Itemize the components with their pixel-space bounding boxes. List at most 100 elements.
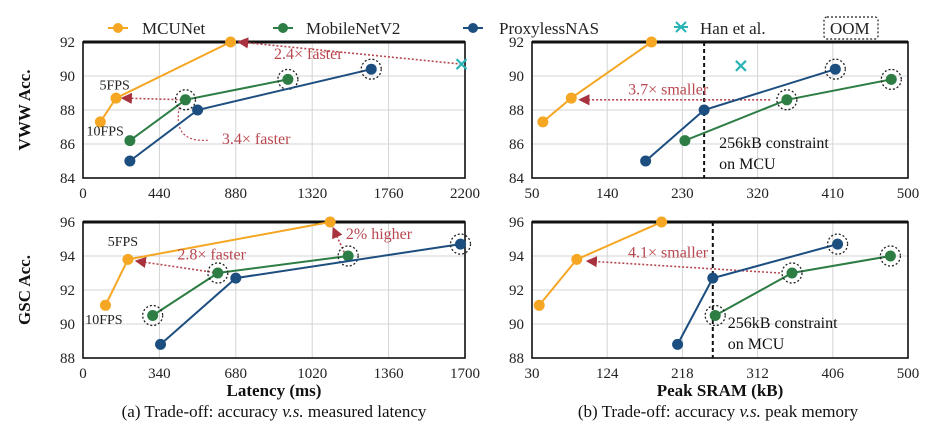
legend-label-mobilenetv2: MobileNetV2 [306,19,400,38]
mcunet-marker-icon [113,23,123,33]
data-point [365,63,377,75]
x-tick-label: 0 [79,366,87,382]
data-point [537,116,549,128]
data-point [212,267,224,279]
fps-label: 5FPS [108,235,138,250]
data-point [179,94,191,106]
annotation-label: 3.7× smaller [628,82,709,99]
fps-label: 10FPS [86,125,123,140]
legend-item-mobilenetv2: MobileNetV2 [273,19,400,38]
asterisk-marker-icon [674,21,688,33]
data-point [832,238,844,250]
x-tick-label: 500 [897,366,920,382]
y-tick-label: 90 [60,317,75,333]
oom-ring [277,68,299,91]
data-point [709,310,721,321]
series-mobilenetv2 [679,68,902,147]
x-tick-label: 50 [525,186,540,202]
data-point [571,253,583,265]
series-mcunet [533,216,668,311]
y-tick-label: 88 [509,103,524,119]
oom-ring [824,58,846,80]
data-point [455,238,467,250]
oom-box-icon [823,16,879,40]
series-mobilenetv2 [142,245,359,327]
series-line [538,221,663,306]
x-tick-label: 1700 [450,366,480,382]
data-point [656,216,668,228]
han-marker-point [735,60,747,72]
oom-ring [174,89,197,111]
annotation-label: 2% higher [346,226,413,243]
annotation-arrow [120,92,186,104]
y-tick-label: 92 [509,35,524,51]
oom-ring [449,233,472,255]
series-line [714,255,891,317]
caption-b-suffix: peak memory [761,402,859,421]
fps-label: 10FPS [85,313,122,328]
data-point [192,104,204,116]
x-tick-label: 218 [671,366,694,382]
data-point [884,250,896,262]
data-point [533,299,545,311]
annotation-arrow [134,256,218,274]
data-point [698,104,710,116]
oom-ring [142,304,164,327]
caption-b-prefix: (b) Trade-off: accuracy [578,402,740,421]
data-point [786,267,798,279]
constraint-label: 256kB constraint [728,315,838,332]
x-tick-label: 230 [671,186,694,202]
x-tick-label: 880 [225,186,248,202]
data-point [829,63,841,75]
series-mcunet [99,216,336,311]
marker-stroke [735,60,747,72]
oom-ring [781,262,803,284]
data-point [679,135,691,147]
y-tick-label: 90 [60,69,75,85]
oom-ring [880,68,902,91]
legend-label-oom: OOM [830,19,870,38]
series-proxylessnas [124,58,382,167]
annotation-label: 2.4× faster [274,46,343,63]
legend-item-oom: OOM [823,16,879,40]
data-point [707,272,719,284]
marker-stroke [455,58,468,70]
oom-ring [776,89,798,111]
x-tick-label: 340 [148,366,171,382]
x-tick-label: 406 [822,366,845,382]
data-point [781,94,793,106]
oom-ring [879,245,902,267]
curved-annotation-arrow [177,103,211,141]
caption-a: (a) Trade-off: accuracy v.s. measured la… [122,402,427,421]
data-point [122,253,134,265]
xlabel-sram: Peak SRAM (kB) [657,381,784,400]
constraint-label: on MCU [728,336,785,353]
x-tick-label: 0 [79,186,87,202]
series-mobilenetv2 [124,68,299,147]
annotation-label: 4.1× smaller [628,245,709,262]
x-tick-label: 440 [148,186,171,202]
legend-label-proxylessnas: ProxylessNAS [499,19,599,38]
series-mcunet [94,36,237,128]
y-tick-label: 86 [509,137,525,153]
y-tick-label: 94 [60,249,76,265]
data-point [110,92,122,104]
caption-a-suffix: measured latency [304,402,427,421]
oom-ring [207,262,229,284]
data-point [124,155,136,167]
x-tick-label: 1320 [297,186,327,202]
x-tick-label: 124 [596,366,619,382]
han-marker-point [455,58,468,70]
y-tick-label: 86 [60,137,76,153]
annotation-arrow [237,37,462,65]
data-point [640,155,652,167]
y-tick-label: 92 [60,283,75,299]
mobilenetv2-marker-icon [278,23,288,33]
y-tick-label: 84 [509,171,525,187]
xlabel-latency: Latency (ms) [227,381,322,400]
oom-ring [704,304,726,327]
y-tick-label: 96 [60,215,76,231]
data-point [230,272,242,284]
data-point [342,250,354,262]
data-point [124,135,136,147]
